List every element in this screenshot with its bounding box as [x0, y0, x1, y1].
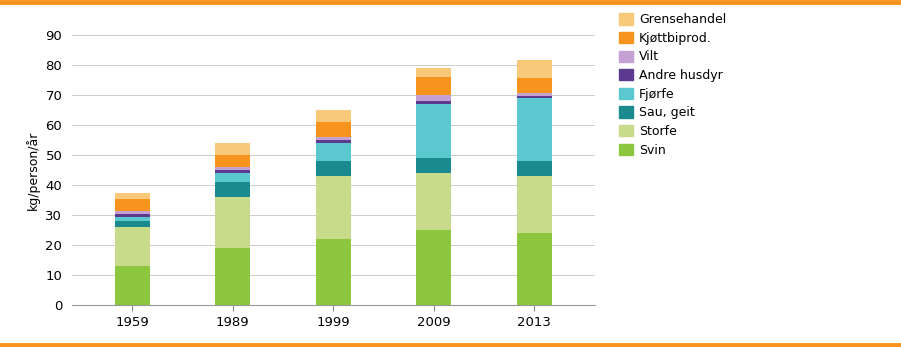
Bar — [517, 98, 552, 161]
Bar — [114, 211, 150, 214]
Bar — [416, 101, 451, 104]
Bar — [416, 104, 451, 158]
Y-axis label: kg/person/år: kg/person/år — [26, 130, 40, 210]
Bar — [416, 173, 451, 230]
Bar — [315, 143, 351, 161]
Bar — [416, 158, 451, 173]
Bar — [215, 173, 250, 182]
Bar — [114, 214, 150, 217]
Bar — [416, 77, 451, 95]
Bar — [315, 110, 351, 122]
Bar — [517, 161, 552, 176]
Bar — [416, 68, 451, 77]
Bar — [215, 248, 250, 305]
Bar — [114, 193, 150, 198]
Legend: Grensehandel, Kjøttbiprod., Vilt, Andre husdyr, Fjørfe, Sau, geit, Storfe, Svin: Grensehandel, Kjøttbiprod., Vilt, Andre … — [619, 13, 726, 156]
Bar — [315, 137, 351, 140]
Bar — [114, 198, 150, 211]
Bar — [315, 176, 351, 239]
Bar — [517, 78, 552, 93]
Bar — [517, 93, 552, 96]
Bar — [416, 95, 451, 101]
Bar — [315, 140, 351, 143]
Bar — [215, 143, 250, 155]
Bar — [215, 170, 250, 173]
Bar — [114, 227, 150, 266]
Bar — [215, 167, 250, 170]
Bar — [114, 217, 150, 221]
Bar — [517, 233, 552, 305]
Bar — [114, 266, 150, 305]
Bar — [315, 122, 351, 137]
Bar — [517, 60, 552, 78]
Bar — [114, 221, 150, 227]
Bar — [215, 197, 250, 248]
Bar — [315, 239, 351, 305]
Bar — [517, 176, 552, 233]
Bar — [215, 182, 250, 197]
Bar — [517, 96, 552, 98]
Bar — [416, 230, 451, 305]
Bar — [315, 161, 351, 176]
Bar — [215, 155, 250, 167]
